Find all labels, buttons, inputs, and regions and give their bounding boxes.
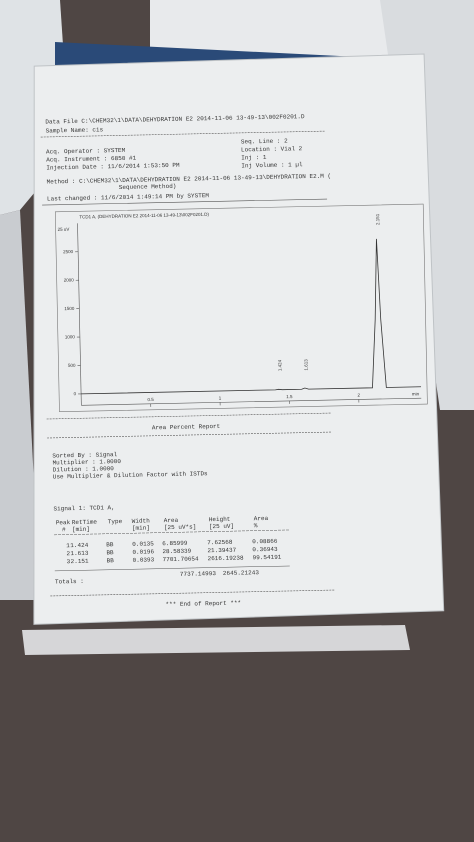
total-area: 7737.14993 [180, 570, 217, 578]
table-header: Width [132, 517, 151, 524]
meta-right: Inj Volume : 1 µl [241, 161, 303, 169]
table-header: # [62, 526, 66, 533]
report-sheet: Data File C:\CHEM32\1\DATA\DEHYDRATION E… [33, 53, 445, 625]
meta-left: Injection Date : 11/6/2014 1:53:50 PM [46, 162, 180, 172]
x-axis [81, 397, 422, 406]
table-header: RetTime [72, 519, 98, 527]
rule [42, 198, 328, 206]
table-cell: 0.0393 [133, 556, 155, 563]
y-tick-label: 1000 [65, 334, 76, 339]
table-header: Height [209, 516, 231, 523]
table-header: Type [108, 518, 123, 525]
table-header: [min] [132, 524, 150, 531]
x-label: min [412, 391, 420, 396]
y-label: 25 uV [58, 227, 70, 232]
y-axis [77, 223, 82, 406]
table-header: Peak [56, 519, 71, 526]
peak-label: 1.613 [303, 359, 308, 371]
meta-right: Inj : 1 [241, 154, 267, 162]
rule [40, 130, 326, 138]
table-cell: 0.36943 [252, 546, 278, 554]
table-cell: 7701.70654 [163, 555, 200, 563]
y-tick-label: 2000 [64, 277, 75, 282]
table-cell: BB [106, 549, 114, 556]
table-cell: 3 [67, 558, 71, 565]
table-rule [54, 565, 290, 572]
total-height: 2645.21243 [223, 569, 260, 577]
rule [46, 412, 332, 420]
rule [50, 589, 336, 597]
meta-right: Seq. Line : 2 [241, 137, 288, 145]
sheet-edge [33, 53, 445, 625]
peak-label: 2.151 [375, 213, 380, 225]
under-sheet [22, 625, 410, 655]
sample-name: Sample Name: cis [46, 126, 104, 134]
plot-frame [54, 203, 428, 413]
table-cell: 6.85999 [162, 540, 188, 548]
setting: Dilution : 1.0000 [53, 465, 115, 473]
table-header: [25 uV] [209, 523, 234, 531]
chart-title: TCD1 A, (DEHYDRATION E2 2014-11-06 13-49… [79, 212, 209, 220]
table-header: % [254, 522, 258, 529]
table-cell: 21.39437 [207, 547, 236, 555]
report-title: Area Percent Report [152, 423, 221, 431]
y-tick-label: 500 [68, 363, 76, 368]
setting: Use Multiplier & Dilution Factor with IS… [53, 470, 208, 480]
setting: Sorted By : Signal [52, 451, 117, 459]
table-cell: 2.151 [71, 558, 90, 565]
table-header: [min] [72, 526, 90, 533]
y-tick-label: 1500 [64, 306, 75, 311]
table-header: [25 uV*s] [164, 523, 197, 531]
meta-left: Acq. Operator : SYSTEM [46, 147, 126, 156]
table-cell: 99.54191 [252, 554, 281, 562]
table-cell: 7.62568 [207, 539, 233, 547]
x-tick-label: 1 [219, 396, 222, 401]
y-tick-label: 2500 [63, 249, 74, 254]
x-tick-label: 1.5 [286, 394, 293, 399]
table-cell: 2616.19238 [208, 554, 245, 562]
rule [47, 431, 332, 439]
sheet [33, 54, 444, 625]
table-cell: BB [107, 557, 115, 564]
y-tick-label: 0 [74, 391, 77, 396]
totals-label: Totals : [55, 578, 84, 586]
table-cell: 1 [66, 542, 70, 549]
table-header: Area [164, 517, 179, 524]
signal-line [81, 238, 422, 395]
table-header: Area [254, 515, 269, 522]
method: Sequence Method) [119, 183, 177, 191]
setting: Multiplier : 1.0000 [52, 458, 121, 466]
x-tick-label: 2 [357, 393, 360, 398]
end-of-report: *** End of Report *** [165, 600, 241, 609]
x-tick-label: 0.5 [147, 397, 154, 402]
table-cell: 1.424 [70, 542, 89, 549]
under-paper [0, 210, 40, 600]
table-cell: BB [106, 541, 114, 548]
table-cell: 2 [66, 550, 70, 557]
meta-left: Acq. Instrument : 6850 #1 [46, 155, 137, 164]
table-cell: 0.08866 [252, 538, 278, 546]
table-cell: 1.613 [70, 550, 89, 557]
meta-right: Location : Vial 2 [241, 145, 303, 153]
table-cell: 0.0135 [132, 540, 154, 547]
last-changed: Last changed : 11/6/2014 1:49:14 PM by S… [47, 192, 210, 202]
table-cell: 0.0196 [132, 548, 154, 555]
signal: Signal 1: TCD1 A, [53, 504, 114, 512]
peak-label: 1.424 [277, 359, 282, 371]
table-cell: 28.58339 [162, 548, 191, 556]
table-rule [54, 529, 289, 536]
